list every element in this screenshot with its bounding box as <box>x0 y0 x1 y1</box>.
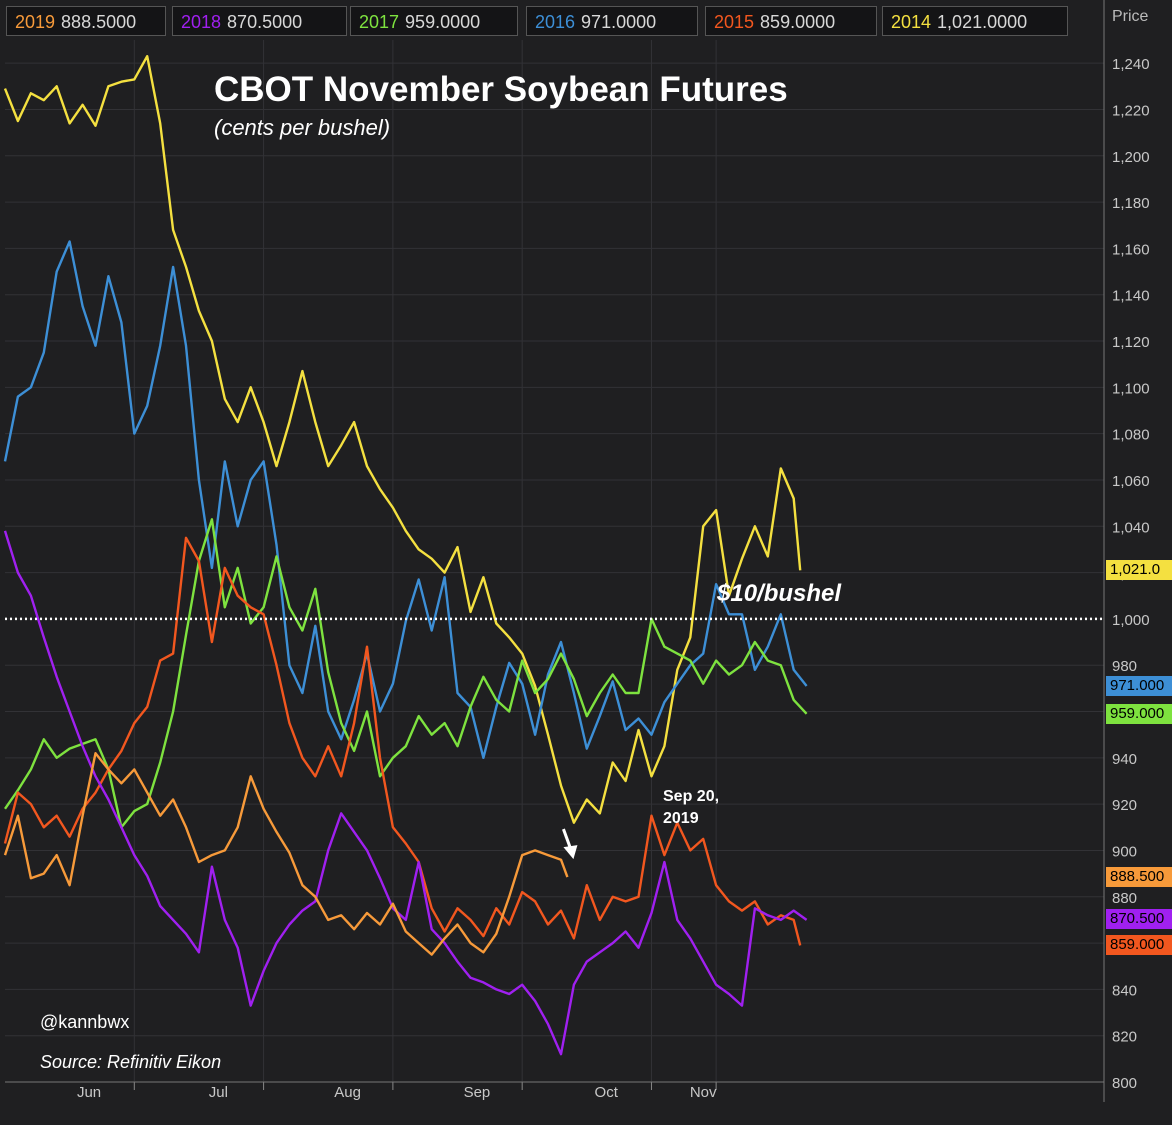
x-tick-label: Jul <box>209 1084 228 1101</box>
y-tick-label: 1,200 <box>1112 149 1150 166</box>
y-tick-label: 1,120 <box>1112 334 1150 351</box>
x-tick-label: Oct <box>595 1084 619 1101</box>
y-tick-label: 1,060 <box>1112 473 1150 490</box>
y-tick-label: 1,000 <box>1112 612 1150 629</box>
x-tick-label: Sep <box>464 1084 491 1101</box>
y-tick-label: 800 <box>1112 1075 1137 1092</box>
author-handle: @kannbwx <box>40 1012 130 1032</box>
series-line-2016[interactable] <box>3 240 808 759</box>
legend-item-2019[interactable]: 2019 888.5000 <box>6 6 166 36</box>
last-value-tag: 888.500 <box>1106 867 1172 888</box>
last-value-tag: 971.000 <box>1106 676 1172 697</box>
y-tick-label: 980 <box>1112 658 1137 675</box>
legend-value: 859.0000 <box>760 12 836 32</box>
x-tick-label: Nov <box>690 1084 717 1101</box>
plot-area <box>5 40 1104 1082</box>
chart-title: CBOT November Soybean Futures <box>214 70 788 109</box>
legend-item-2016[interactable]: 2016 971.0000 <box>526 6 698 36</box>
y-tick-label: 820 <box>1112 1029 1137 1046</box>
legend-item-2017[interactable]: 2017 959.0000 <box>350 6 518 36</box>
legend-value: 959.0000 <box>405 12 481 32</box>
price-axis-header: Price <box>1112 8 1149 25</box>
legend-value: 971.0000 <box>581 12 657 32</box>
annotation-arrow <box>562 828 578 860</box>
y-tick-label: 900 <box>1112 843 1137 860</box>
last-value-tag: 859.000 <box>1106 935 1172 956</box>
last-value-tag: 1,021.0 <box>1106 560 1172 581</box>
y-tick-label: 1,040 <box>1112 519 1150 536</box>
legend-year: 2014 <box>891 12 932 32</box>
legend-item-2014[interactable]: 2014 1,021.0000 <box>882 6 1068 36</box>
series-line-2014[interactable] <box>3 55 802 824</box>
last-value-tag: 870.500 <box>1106 908 1172 929</box>
annotation-label: Sep 20, 2019 <box>663 786 719 830</box>
legend-item-2018[interactable]: 2018 870.5000 <box>172 6 347 36</box>
legend-value: 1,021.0000 <box>937 12 1028 32</box>
y-tick-label: 1,180 <box>1112 195 1150 212</box>
x-tick-label: Aug <box>334 1084 361 1101</box>
y-tick-label: 920 <box>1112 797 1137 814</box>
series-line-2019[interactable] <box>3 752 569 956</box>
chart-subtitle: (cents per bushel) <box>214 115 391 140</box>
legend-year: 2019 <box>15 12 56 32</box>
legend-year: 2018 <box>181 12 222 32</box>
x-tick-label: Jun <box>77 1084 101 1101</box>
legend: 2019 888.5000 2018 870.5000 2017 959.0000 2… <box>0 0 1104 40</box>
y-tick-label: 880 <box>1112 890 1137 907</box>
annotation-arrow-head <box>563 845 578 860</box>
series-lines <box>3 55 808 1056</box>
y-tick-label: 1,080 <box>1112 427 1150 444</box>
legend-value: 870.5000 <box>227 12 303 32</box>
last-value-tag: 959.000 <box>1106 703 1172 724</box>
y-tick-label: 840 <box>1112 982 1137 999</box>
y-tick-label: 1,220 <box>1112 102 1150 119</box>
y-tick-label: 1,160 <box>1112 241 1150 258</box>
legend-year: 2015 <box>714 12 755 32</box>
y-tick-label: 1,240 <box>1112 56 1150 73</box>
annotation-line-1: Sep 20, <box>663 788 720 805</box>
y-tick-label: 1,100 <box>1112 380 1150 397</box>
legend-year: 2016 <box>535 12 576 32</box>
y-tick-label: 940 <box>1112 751 1137 768</box>
source-credit: Source: Refinitiv Eikon <box>40 1052 222 1072</box>
series-line-2015[interactable] <box>3 536 802 946</box>
reference-line-label: $10/bushel <box>717 580 842 607</box>
legend-value: 888.5000 <box>61 12 137 32</box>
y-tick-label: 1,140 <box>1112 288 1150 305</box>
annotation-line-2: 2019 <box>663 810 699 827</box>
series-line-2018[interactable] <box>3 530 808 1056</box>
legend-item-2015[interactable]: 2015 859.0000 <box>705 6 877 36</box>
legend-year: 2017 <box>359 12 400 32</box>
series-line-2017[interactable] <box>4 518 808 829</box>
